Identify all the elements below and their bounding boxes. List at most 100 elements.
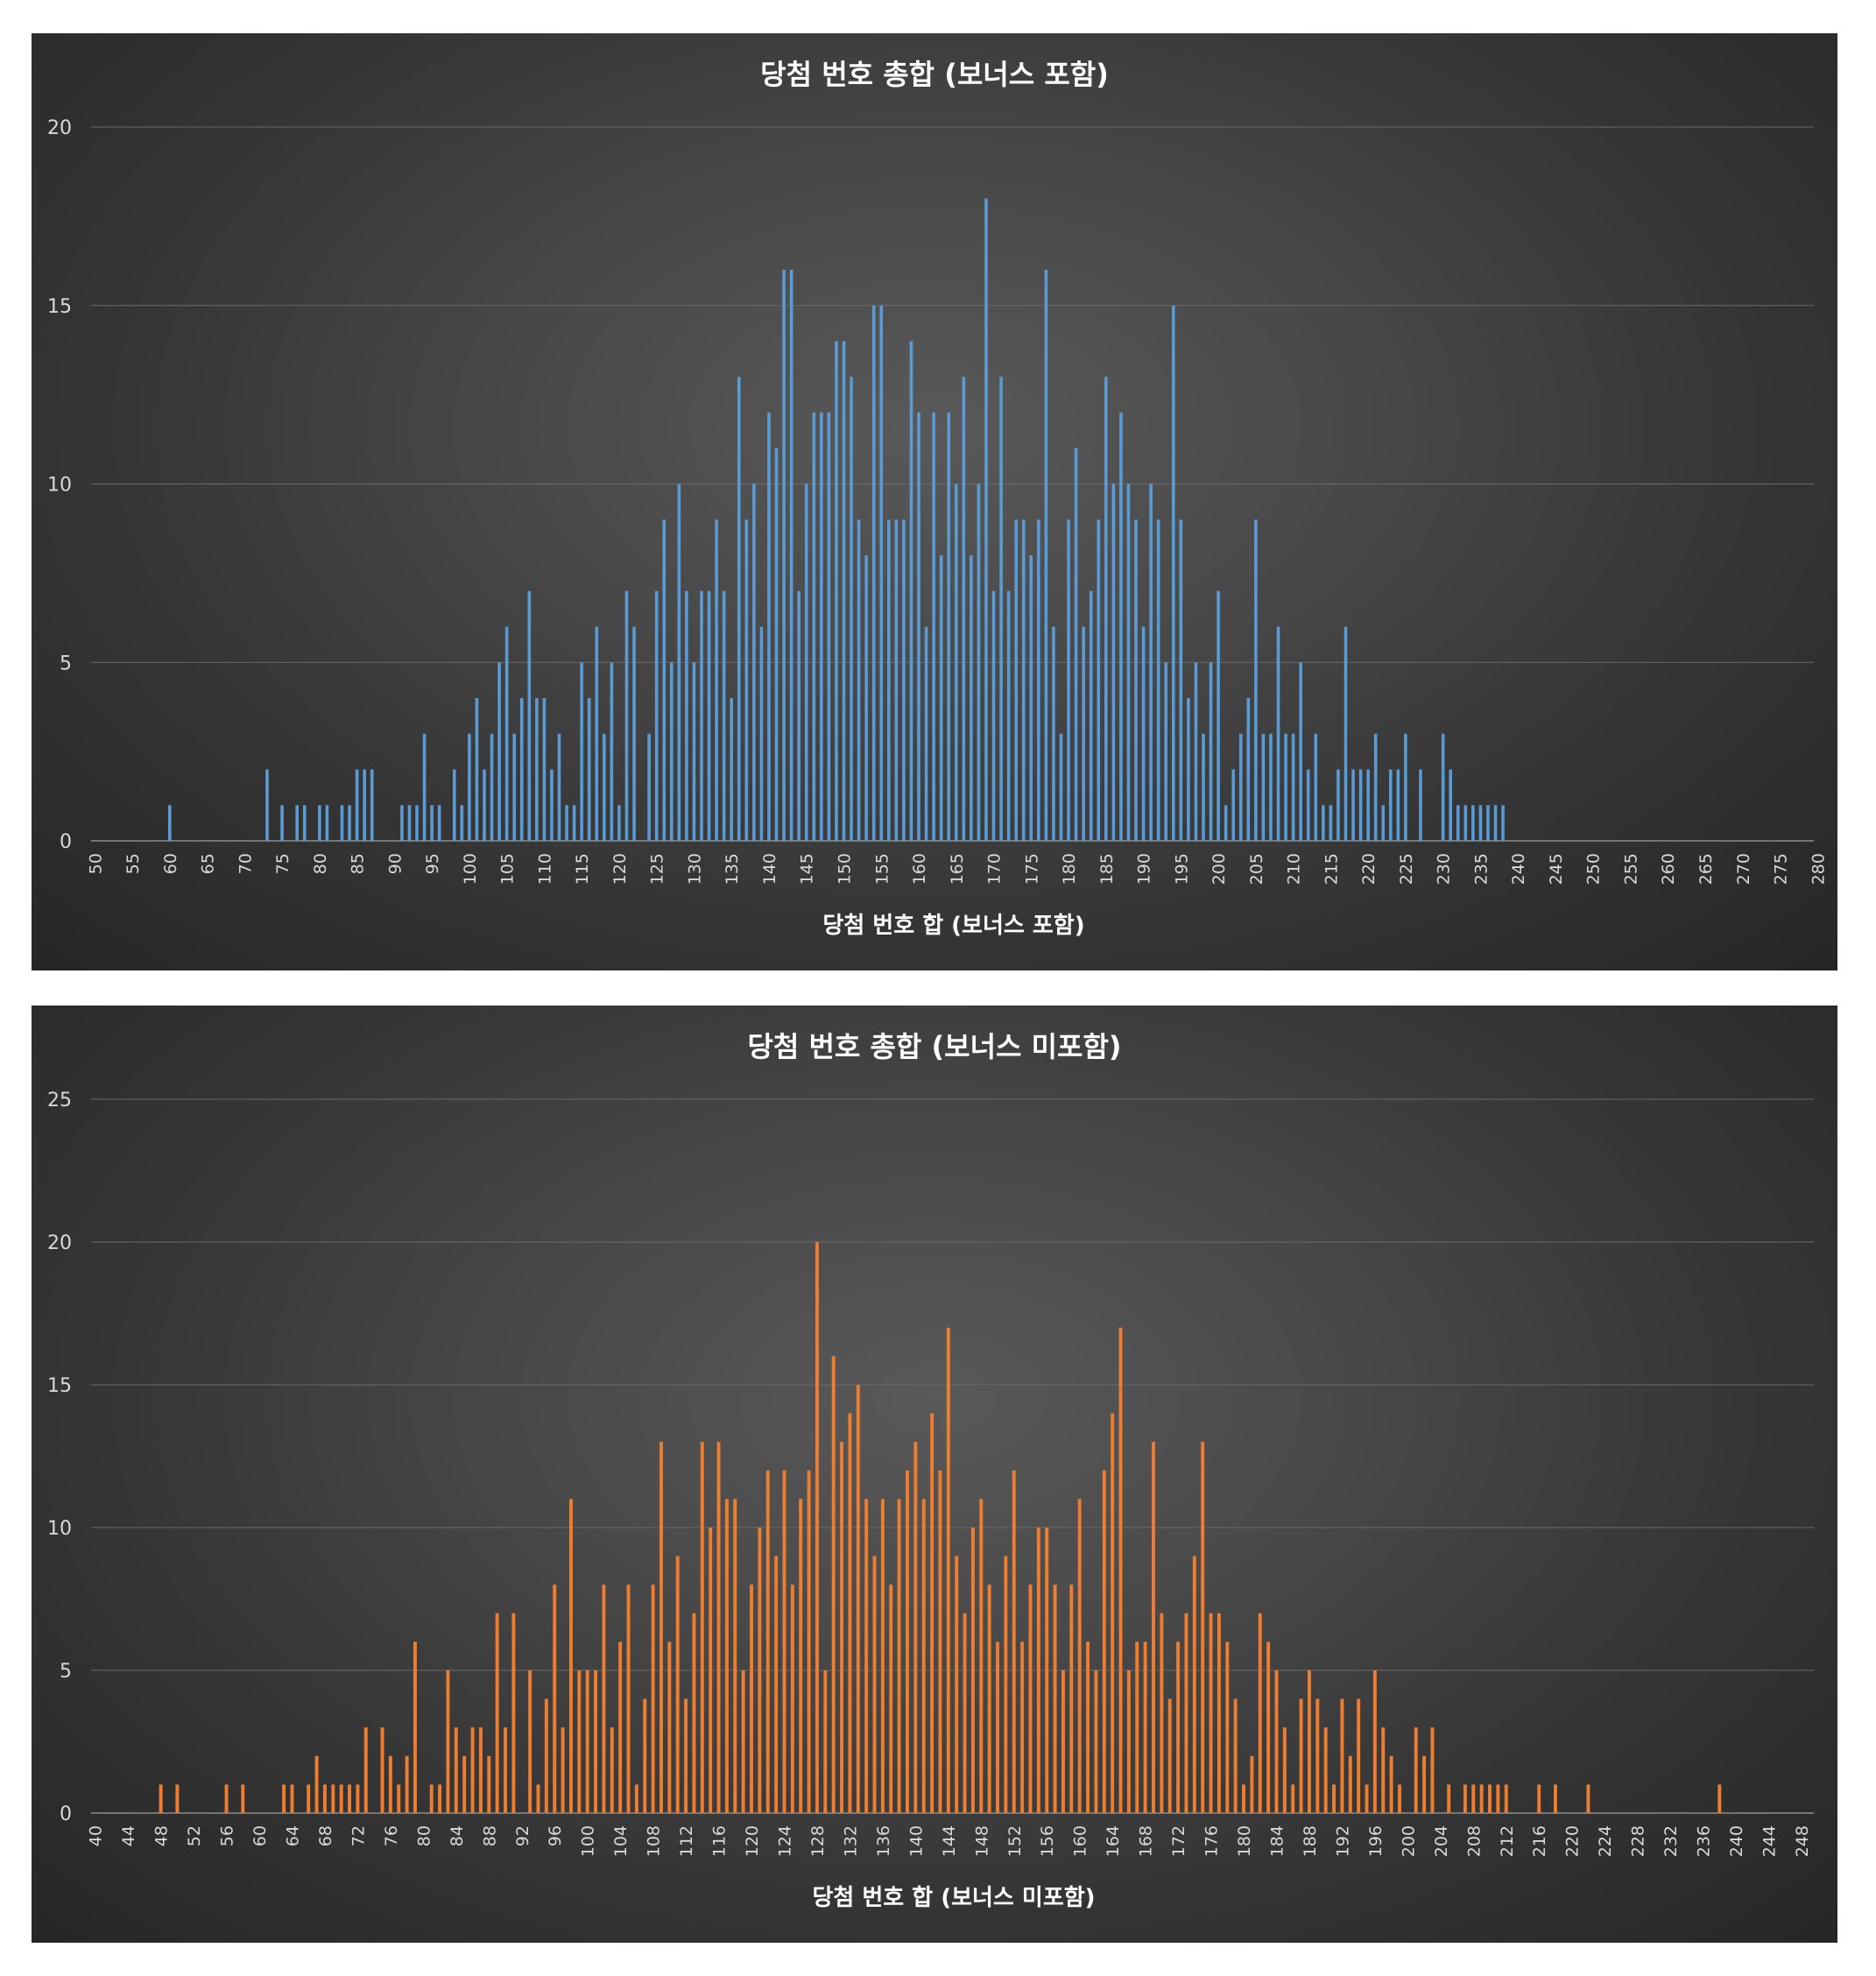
bar xyxy=(1396,769,1400,841)
y-tick-label: 15 xyxy=(47,1375,72,1397)
bar xyxy=(468,733,471,841)
x-tick-label: 150 xyxy=(835,853,854,885)
bar xyxy=(1069,1584,1074,1813)
bar xyxy=(752,483,756,841)
bar xyxy=(1176,1641,1181,1813)
bar xyxy=(1504,1784,1508,1813)
bar xyxy=(946,1327,950,1813)
bar xyxy=(1184,1613,1188,1813)
bar xyxy=(603,733,606,841)
bar xyxy=(348,1784,352,1813)
bar xyxy=(741,1670,745,1813)
x-tick-label: 184 xyxy=(1267,1825,1287,1857)
x-tick-label: 70 xyxy=(236,853,255,874)
bar xyxy=(987,1584,991,1813)
bar xyxy=(397,1784,401,1813)
bar xyxy=(716,1442,721,1813)
bar xyxy=(504,1727,507,1813)
y-tick-label: 20 xyxy=(47,117,72,139)
x-tick-label: 250 xyxy=(1584,853,1604,885)
bar xyxy=(1036,1528,1040,1813)
bar xyxy=(1118,1327,1123,1813)
bar xyxy=(1478,805,1483,841)
bar xyxy=(1366,769,1370,841)
x-tick-label: 65 xyxy=(199,853,218,874)
bar xyxy=(790,1584,794,1813)
x-tick-label: 235 xyxy=(1471,853,1491,885)
bar xyxy=(1209,1613,1213,1813)
bar xyxy=(355,769,359,841)
bar xyxy=(733,1499,737,1813)
bar xyxy=(991,590,996,841)
bar xyxy=(856,1385,860,1813)
x-tick-label: 76 xyxy=(382,1825,401,1846)
bar xyxy=(765,1470,770,1813)
x-tick-label: 95 xyxy=(423,853,442,874)
x-tick-label: 160 xyxy=(1071,1825,1090,1857)
bar xyxy=(872,1556,877,1813)
bar xyxy=(1299,662,1302,841)
bar xyxy=(1430,1727,1435,1813)
x-tick-label: 80 xyxy=(414,1825,434,1846)
bar xyxy=(1160,1613,1164,1813)
bar xyxy=(1447,1784,1451,1813)
bar xyxy=(675,1556,680,1813)
bar xyxy=(1471,1784,1476,1813)
bar xyxy=(528,1670,532,1813)
x-tick-label: 75 xyxy=(273,853,293,874)
bar xyxy=(812,413,816,841)
x-tick-label: 88 xyxy=(480,1825,499,1846)
bar xyxy=(970,1528,975,1813)
bar xyxy=(1171,305,1175,841)
bar xyxy=(504,626,509,841)
bar xyxy=(1284,733,1287,841)
bar xyxy=(1329,805,1333,841)
bar xyxy=(1344,626,1348,841)
bar xyxy=(1217,1613,1221,1813)
bar xyxy=(1135,1641,1139,1813)
bar xyxy=(1586,1784,1590,1813)
bar xyxy=(921,1499,926,1813)
x-tick-label: 100 xyxy=(579,1825,598,1857)
y-tick-label: 5 xyxy=(60,1661,72,1683)
bar xyxy=(1486,805,1490,841)
bar xyxy=(1089,590,1093,841)
bar xyxy=(1537,1784,1541,1813)
bar xyxy=(429,1784,434,1813)
x-tick-label: 155 xyxy=(872,853,892,885)
bar xyxy=(1029,555,1033,841)
bar xyxy=(984,198,988,841)
bar xyxy=(1322,805,1325,841)
bar xyxy=(1351,769,1355,841)
x-tick-label: 212 xyxy=(1498,1825,1517,1857)
x-tick-label: 152 xyxy=(1005,1825,1025,1857)
x-tick-label: 232 xyxy=(1661,1825,1681,1857)
bar xyxy=(1126,1670,1131,1813)
bar xyxy=(1449,769,1453,841)
x-tick-label: 164 xyxy=(1104,1825,1123,1857)
bar xyxy=(1094,1670,1098,1813)
x-tick-label: 140 xyxy=(760,853,779,885)
x-tick-label: 60 xyxy=(250,1825,270,1846)
bar xyxy=(1209,662,1213,841)
bar xyxy=(1067,519,1070,841)
x-tick-label: 196 xyxy=(1366,1825,1386,1857)
bar xyxy=(744,519,749,841)
bar xyxy=(415,805,419,841)
bar xyxy=(659,1442,663,1813)
bar xyxy=(879,305,884,841)
bar xyxy=(1217,590,1220,841)
x-tick-label: 200 xyxy=(1399,1825,1418,1857)
bar xyxy=(1269,733,1273,841)
bar xyxy=(815,1242,819,1813)
x-tick-label: 128 xyxy=(808,1825,828,1857)
bar xyxy=(356,1784,360,1813)
bar xyxy=(1340,1698,1344,1813)
bar xyxy=(388,1755,392,1813)
bar xyxy=(1037,519,1040,841)
bar xyxy=(314,1755,319,1813)
x-tick-label: 220 xyxy=(1359,853,1379,885)
bar xyxy=(1134,519,1138,841)
bar xyxy=(1179,519,1183,841)
bar xyxy=(290,1784,294,1813)
